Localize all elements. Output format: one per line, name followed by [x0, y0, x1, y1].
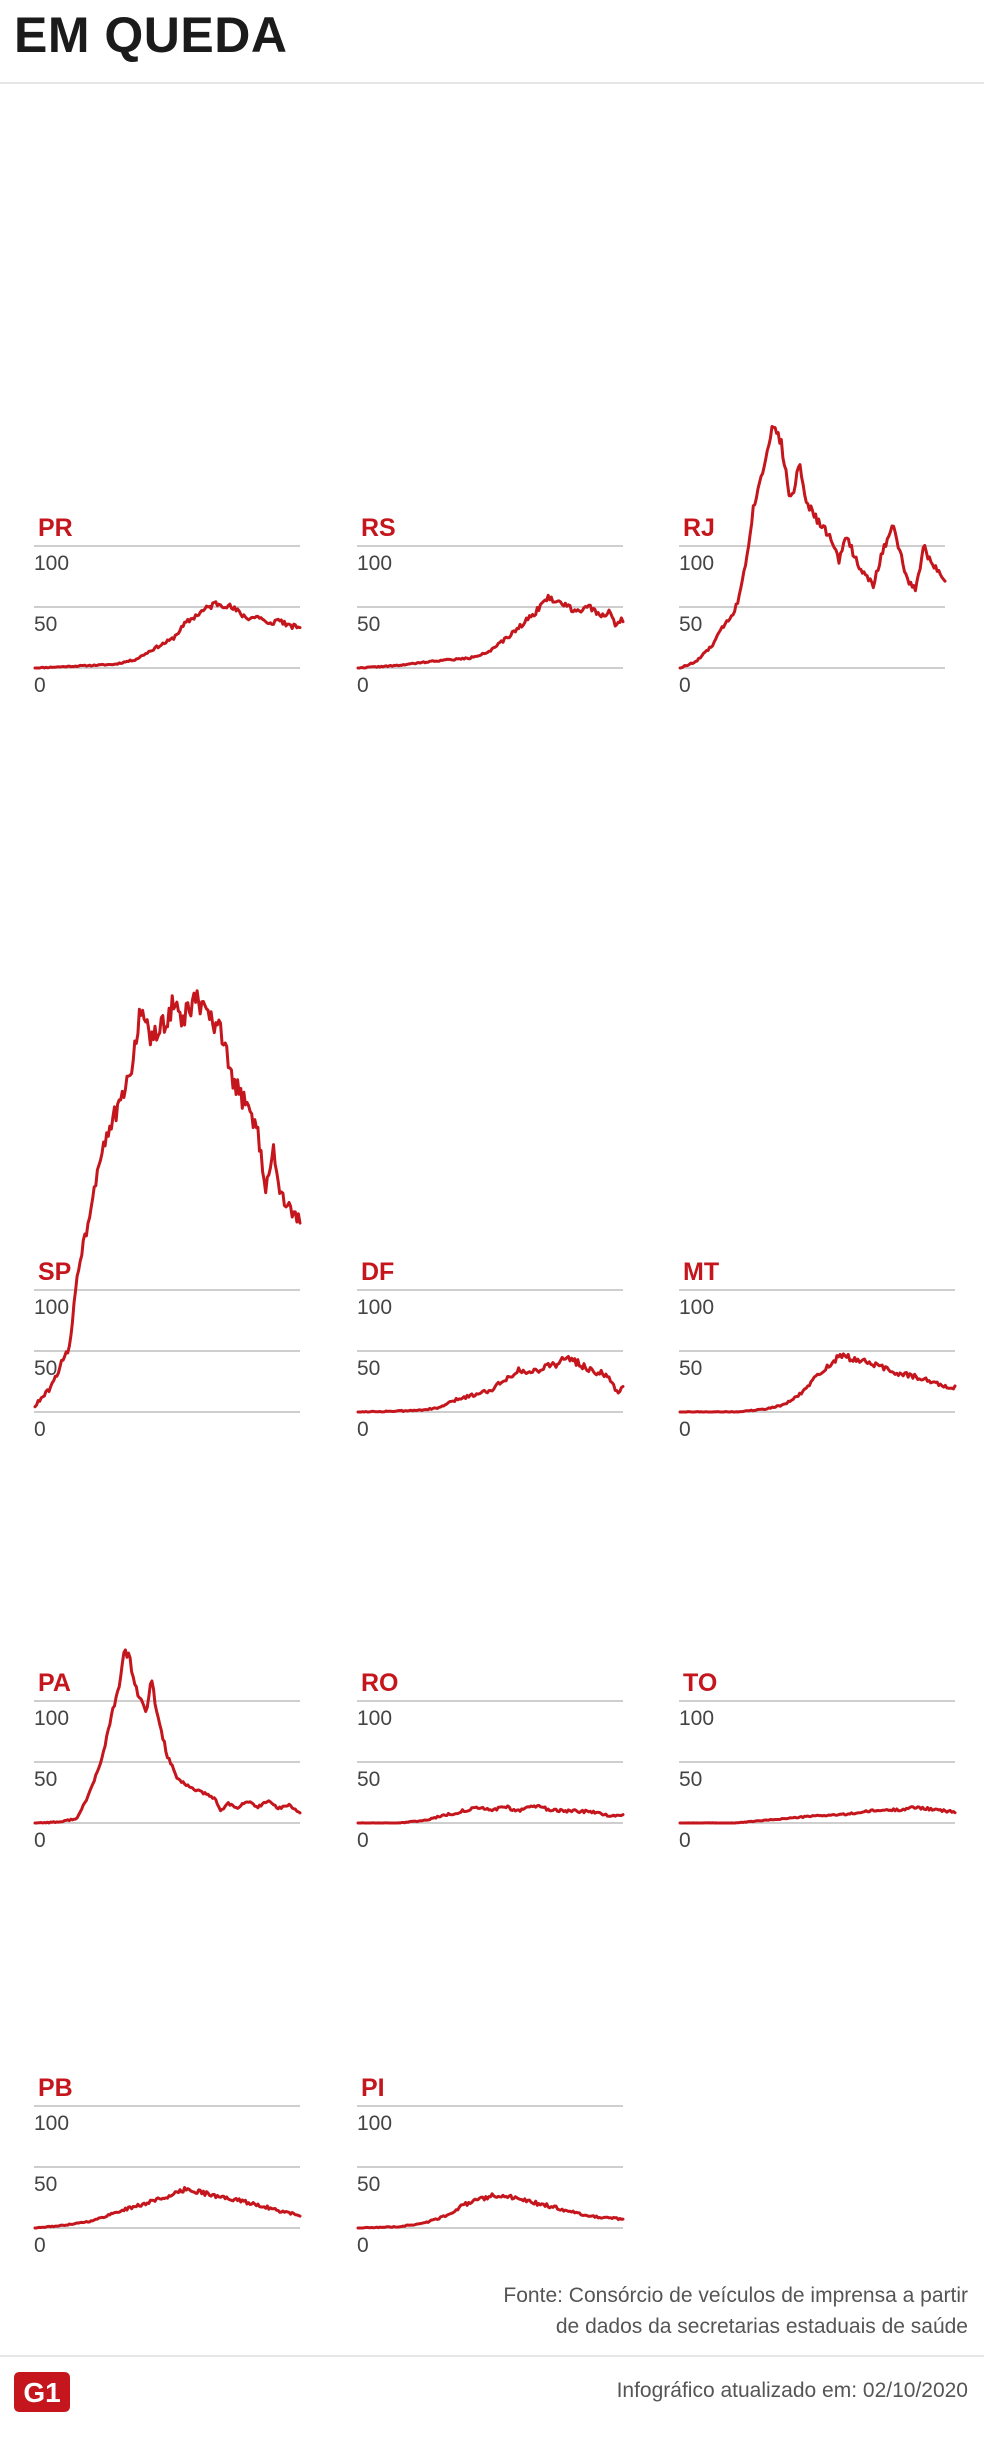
tick-label-0: 0: [679, 1829, 691, 1852]
tick-label-50: 50: [34, 1768, 57, 1791]
state-label-pi: PI: [361, 2074, 385, 2102]
series-line-pr: [33, 600, 302, 670]
tick-label-100: 100: [679, 1296, 714, 1319]
tick-label-100: 100: [34, 1296, 69, 1319]
tick-label-50: 50: [357, 613, 380, 636]
source-line-1: Fonte: Consórcio de veículos de imprensa…: [503, 2284, 968, 2307]
tick-label-100: 100: [357, 552, 392, 575]
tick-label-0: 0: [357, 674, 369, 697]
state-label-df: DF: [361, 1258, 394, 1286]
series-line-mt: [678, 1352, 957, 1414]
tick-label-50: 50: [357, 2173, 380, 2196]
source-note: Fonte: Consórcio de veículos de imprensa…: [503, 2280, 968, 2342]
tick-label-50: 50: [679, 1768, 702, 1791]
state-label-to: TO: [683, 1669, 717, 1697]
tick-label-100: 100: [679, 1707, 714, 1730]
tick-label-100: 100: [679, 552, 714, 575]
series-line-df: [356, 1355, 625, 1414]
series-line-rs: [356, 593, 625, 670]
bottom-divider: [0, 2355, 984, 2357]
state-label-pb: PB: [38, 2074, 73, 2102]
state-label-sp: SP: [38, 1258, 71, 1286]
chart-pa: 0 50 100 PA: [33, 1648, 302, 1852]
tick-label-50: 50: [34, 613, 57, 636]
tick-label-50: 50: [679, 613, 702, 636]
top-divider: [0, 82, 984, 84]
series-line-pb: [33, 2186, 302, 2230]
state-label-mt: MT: [683, 1258, 719, 1286]
series-line-to: [678, 1805, 957, 1825]
page-title: EM QUEDA: [14, 7, 288, 63]
tick-label-0: 0: [357, 1418, 369, 1441]
tick-label-0: 0: [34, 1829, 46, 1852]
tick-label-50: 50: [679, 1357, 702, 1380]
chart-pr: 0 50 100 PR: [33, 514, 302, 697]
series-line-ro: [356, 1803, 625, 1825]
tick-label-0: 0: [34, 674, 46, 697]
source-line-2: de dados da secretarias estaduais de saú…: [555, 2315, 968, 2338]
series-line-pi: [356, 2192, 625, 2230]
g1-logo: G1: [14, 2372, 70, 2412]
tick-label-50: 50: [357, 1768, 380, 1791]
g1-logo-text: G1: [23, 2377, 60, 2408]
tick-label-0: 0: [34, 1418, 46, 1441]
tick-label-100: 100: [34, 1707, 69, 1730]
updated-date: Infográfico atualizado em: 02/10/2020: [616, 2379, 968, 2402]
tick-label-100: 100: [34, 2112, 69, 2135]
tick-label-100: 100: [357, 1296, 392, 1319]
state-label-pa: PA: [38, 1669, 71, 1697]
chart-rs: 0 50 100 RS: [356, 514, 625, 697]
tick-label-0: 0: [357, 1829, 369, 1852]
small-multiples-charts: 0 50 100 PR 0 50 100 RS 0 50 100 RJ 0 50 100 SP 0 50 100 DF…: [33, 425, 957, 2257]
tick-label-100: 100: [357, 1707, 392, 1730]
chart-sp: 0 50 100 SP: [33, 989, 302, 1441]
state-label-pr: PR: [38, 514, 73, 542]
chart-pi: 0 50 100 PI: [356, 2074, 625, 2257]
series-line-sp: [33, 989, 302, 1409]
state-label-rs: RS: [361, 514, 396, 542]
chart-ro: 0 50 100 RO: [356, 1669, 625, 1852]
tick-label-0: 0: [679, 674, 691, 697]
tick-label-50: 50: [34, 2173, 57, 2196]
chart-mt: 0 50 100 MT: [678, 1258, 957, 1441]
tick-label-50: 50: [34, 1357, 57, 1380]
chart-df: 0 50 100 DF: [356, 1258, 625, 1441]
tick-label-0: 0: [679, 1418, 691, 1441]
series-line-pa: [33, 1648, 302, 1825]
chart-to: 0 50 100 TO: [678, 1669, 957, 1852]
tick-label-100: 100: [357, 2112, 392, 2135]
series-line-rj: [678, 425, 947, 670]
tick-label-0: 0: [34, 2234, 46, 2257]
tick-label-100: 100: [34, 552, 69, 575]
state-label-rj: RJ: [683, 514, 715, 542]
state-label-ro: RO: [361, 1669, 399, 1697]
chart-rj: 0 50 100 RJ: [678, 425, 947, 697]
chart-pb: 0 50 100 PB: [33, 2074, 302, 2257]
tick-label-0: 0: [357, 2234, 369, 2257]
tick-label-50: 50: [357, 1357, 380, 1380]
